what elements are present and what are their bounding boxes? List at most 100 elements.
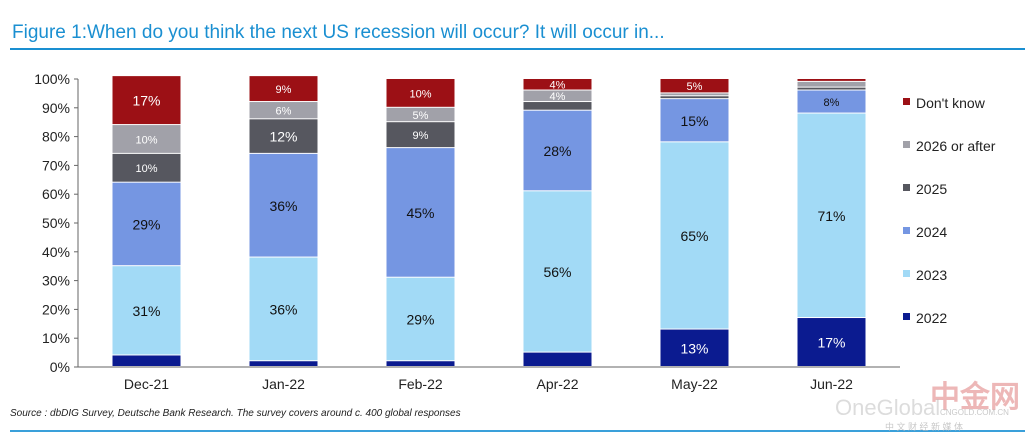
legend-swatch (903, 270, 910, 277)
data-label: 5% (687, 81, 703, 93)
data-label: 15% (680, 113, 708, 129)
legend-label: Don't know (916, 95, 986, 111)
bar-segment-2022 (112, 355, 181, 366)
title-divider (10, 48, 1025, 50)
legend-label: 2024 (916, 224, 947, 240)
data-label: 56% (543, 264, 571, 280)
y-tick-label: 50% (42, 215, 70, 231)
legend-swatch (903, 98, 910, 105)
y-tick-label: 40% (42, 244, 70, 260)
watermark-account: OneGlobal (835, 395, 941, 420)
bar-segment-don-t-know (523, 79, 592, 90)
bar-segment-don-t-know (797, 79, 866, 81)
bar-segment-2025 (249, 119, 318, 153)
x-tick-label: Dec-21 (124, 376, 169, 392)
bar-segment-don-t-know (249, 76, 318, 102)
bar-segment-2023 (797, 113, 866, 318)
bar-segment-2026-or-after (249, 102, 318, 119)
x-tick-label: Apr-22 (536, 376, 578, 392)
bar-segment-don-t-know (386, 79, 455, 107)
x-tick-label: Jan-22 (262, 376, 305, 392)
y-tick-label: 80% (42, 129, 70, 145)
data-label: 5% (413, 110, 429, 122)
bar-segment-2022 (660, 329, 729, 366)
data-label: 71% (817, 208, 845, 224)
bar-segment-2024 (797, 90, 866, 113)
bar-segment-2024 (112, 182, 181, 266)
bar-segment-2022 (249, 361, 318, 366)
bar-segment-don-t-know (660, 79, 729, 93)
data-label: 45% (406, 205, 434, 221)
legend-label: 2025 (916, 181, 947, 197)
bar-segment-2023 (523, 191, 592, 352)
bar-segment-2026-or-after (386, 107, 455, 122)
bar-segment-2025 (797, 87, 866, 90)
bar-segment-2026-or-after (112, 125, 181, 153)
chart-title: Figure 1:When do you think the next US r… (12, 22, 665, 43)
data-label: 6% (276, 106, 292, 118)
x-tick-label: Feb-22 (398, 376, 443, 392)
x-tick-label: May-22 (671, 376, 718, 392)
bar-segment-2026-or-after (797, 81, 866, 87)
data-label: 4% (550, 80, 566, 92)
data-label: 29% (132, 216, 160, 232)
data-label: 31% (132, 303, 160, 319)
bottom-divider (10, 430, 1025, 432)
bar-segment-2024 (249, 153, 318, 257)
data-label: 17% (817, 335, 845, 351)
legend-label: 2026 or after (916, 138, 996, 154)
data-label: 12% (269, 129, 297, 145)
legend-swatch (903, 184, 910, 191)
data-label: 17% (132, 93, 160, 109)
bar-segment-2022 (386, 361, 455, 366)
data-label: 28% (543, 143, 571, 159)
bar-segment-2023 (660, 142, 729, 329)
bar-segment-2022 (797, 318, 866, 366)
legend-swatch (903, 227, 910, 234)
bar-segment-2025 (523, 102, 592, 110)
data-label: 9% (413, 130, 429, 142)
bar-segment-2024 (523, 110, 592, 191)
data-label: 8% (824, 97, 840, 109)
y-tick-label: 90% (42, 100, 70, 116)
bar-segment-2025 (386, 122, 455, 148)
bar-segment-2026-or-after (660, 93, 729, 96)
data-label: 13% (680, 340, 708, 356)
y-tick-label: 30% (42, 273, 70, 289)
bar-segment-2025 (112, 153, 181, 182)
y-tick-label: 60% (42, 186, 70, 202)
legend-label: 2023 (916, 267, 947, 283)
bar-segment-2022 (523, 352, 592, 366)
data-label: 10% (135, 134, 157, 146)
bar-segment-don-t-know (112, 76, 181, 125)
data-label: 65% (680, 228, 708, 244)
bar-segment-2026-or-after (523, 90, 592, 102)
data-label: 4% (550, 91, 566, 103)
legend-swatch (903, 141, 910, 148)
data-label: 10% (409, 88, 431, 100)
watermark-tagline: 中 文 财 经 新 媒 体 (885, 422, 964, 432)
legend-label: 2022 (916, 310, 947, 326)
y-tick-label: 70% (42, 157, 70, 173)
bar-segment-2024 (386, 148, 455, 277)
data-label: 29% (406, 312, 434, 328)
x-tick-label: Jun-22 (810, 376, 853, 392)
data-label: 36% (269, 198, 297, 214)
bar-segment-2023 (112, 266, 181, 355)
bar-segment-2025 (660, 96, 729, 99)
bar-segment-2023 (386, 277, 455, 361)
source-note: Source : dbDIG Survey, Deutsche Bank Res… (10, 408, 461, 419)
y-tick-label: 20% (42, 301, 70, 317)
watermark-site: CNGOLD.COM.CN (940, 408, 1009, 417)
data-label: 10% (135, 163, 157, 175)
legend-swatch (903, 313, 910, 320)
data-label: 9% (276, 84, 292, 96)
y-tick-label: 0% (50, 359, 70, 375)
y-tick-label: 10% (42, 330, 70, 346)
watermark-brand: 中金网 (930, 381, 1020, 414)
data-label: 36% (269, 301, 297, 317)
bar-segment-2024 (660, 99, 729, 142)
y-tick-label: 100% (34, 71, 70, 87)
